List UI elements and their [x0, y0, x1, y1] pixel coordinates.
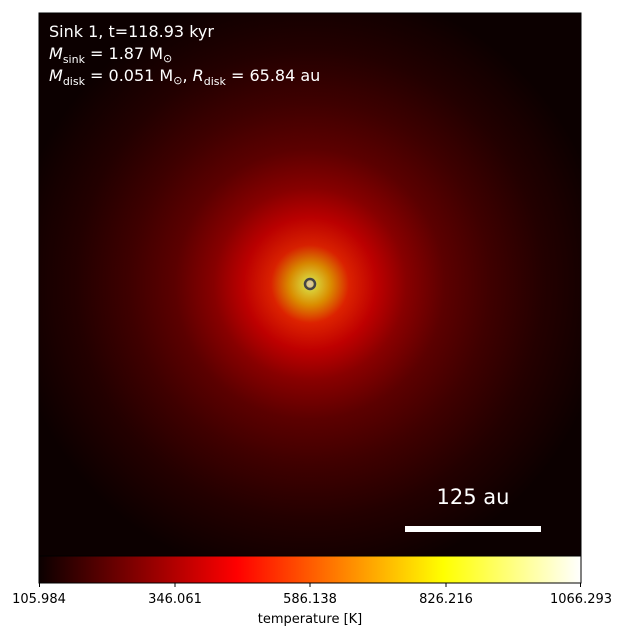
colorbar-tick-label: 826.216: [419, 592, 473, 607]
scale-bar-label: 125 au: [437, 485, 510, 509]
sink-marker: [303, 277, 317, 291]
colorbar-tick-label: 586.138: [283, 592, 337, 607]
colorbar-gradient: [38, 555, 582, 584]
scale-bar-line: [405, 526, 541, 532]
colorbar-tick-label: 105.984: [12, 592, 66, 607]
colorbar-tick-label: 346.061: [148, 592, 202, 607]
colorbar-ticks: [39, 583, 581, 587]
scale-bar: 125 au: [405, 485, 541, 532]
colorbar-tick-labels: 105.984 346.061 586.138 826.216 1066.293: [12, 592, 612, 607]
sink-time-label: Sink 1, t=118.93 kyr: [49, 22, 214, 41]
colorbar-label: temperature [K]: [258, 612, 363, 627]
annotation-block: Sink 1, t=118.93 kyr Msink = 1.87 M⊙ Mdi…: [49, 22, 320, 88]
disk-properties-label: Mdisk = 0.051 M⊙, Rdisk = 65.84 au: [49, 66, 320, 88]
sink-mass-label: Msink = 1.87 M⊙: [49, 44, 172, 66]
colorbar-tick-label: 1066.293: [550, 592, 612, 607]
colorbar: 105.984 346.061 586.138 826.216 1066.293…: [12, 555, 612, 627]
temperature-map: [39, 13, 581, 556]
